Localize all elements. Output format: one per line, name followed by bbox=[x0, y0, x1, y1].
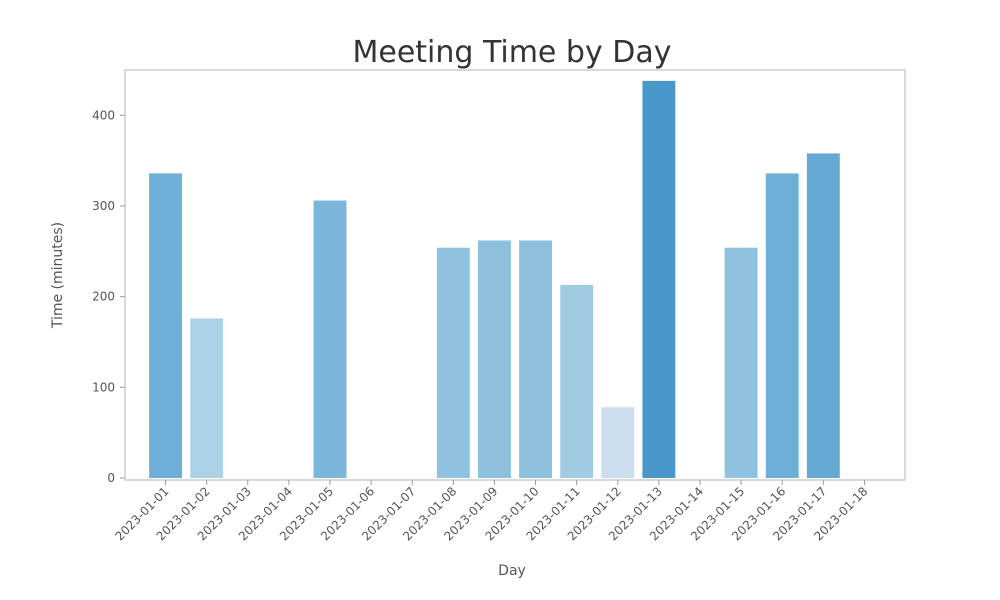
bar-2023-01-09[interactable] bbox=[478, 240, 511, 478]
y-tick-label: 400 bbox=[92, 108, 115, 122]
y-tick-label: 100 bbox=[92, 380, 115, 394]
bar-2023-01-10[interactable] bbox=[519, 240, 552, 478]
chart-title: Meeting Time by Day bbox=[352, 35, 671, 70]
bar-2023-01-17[interactable] bbox=[806, 153, 840, 478]
plot-frame bbox=[124, 69, 906, 481]
y-tick-label: 200 bbox=[92, 290, 115, 304]
bar-2023-01-12[interactable] bbox=[601, 407, 635, 478]
x-axis: 2023-01-012023-01-022023-01-032023-01-04… bbox=[112, 480, 871, 543]
bar-2023-01-08[interactable] bbox=[436, 247, 470, 478]
bar-2023-01-13[interactable] bbox=[642, 80, 676, 478]
y-axis: 0 100 200 300 400 bbox=[92, 108, 125, 485]
bars bbox=[149, 80, 840, 479]
bar-2023-01-11[interactable] bbox=[560, 284, 594, 478]
bar-2023-01-16[interactable] bbox=[765, 173, 799, 479]
x-axis-label: Day bbox=[498, 563, 526, 579]
y-tick-label: 0 bbox=[107, 471, 115, 485]
bar-2023-01-15[interactable] bbox=[724, 247, 758, 478]
y-axis-label: Time (minutes) bbox=[50, 222, 66, 329]
bar-2023-01-02[interactable] bbox=[190, 318, 224, 478]
y-tick-label: 300 bbox=[92, 199, 115, 213]
bar-2023-01-05[interactable] bbox=[313, 200, 347, 478]
bar-2023-01-01[interactable] bbox=[149, 173, 182, 479]
